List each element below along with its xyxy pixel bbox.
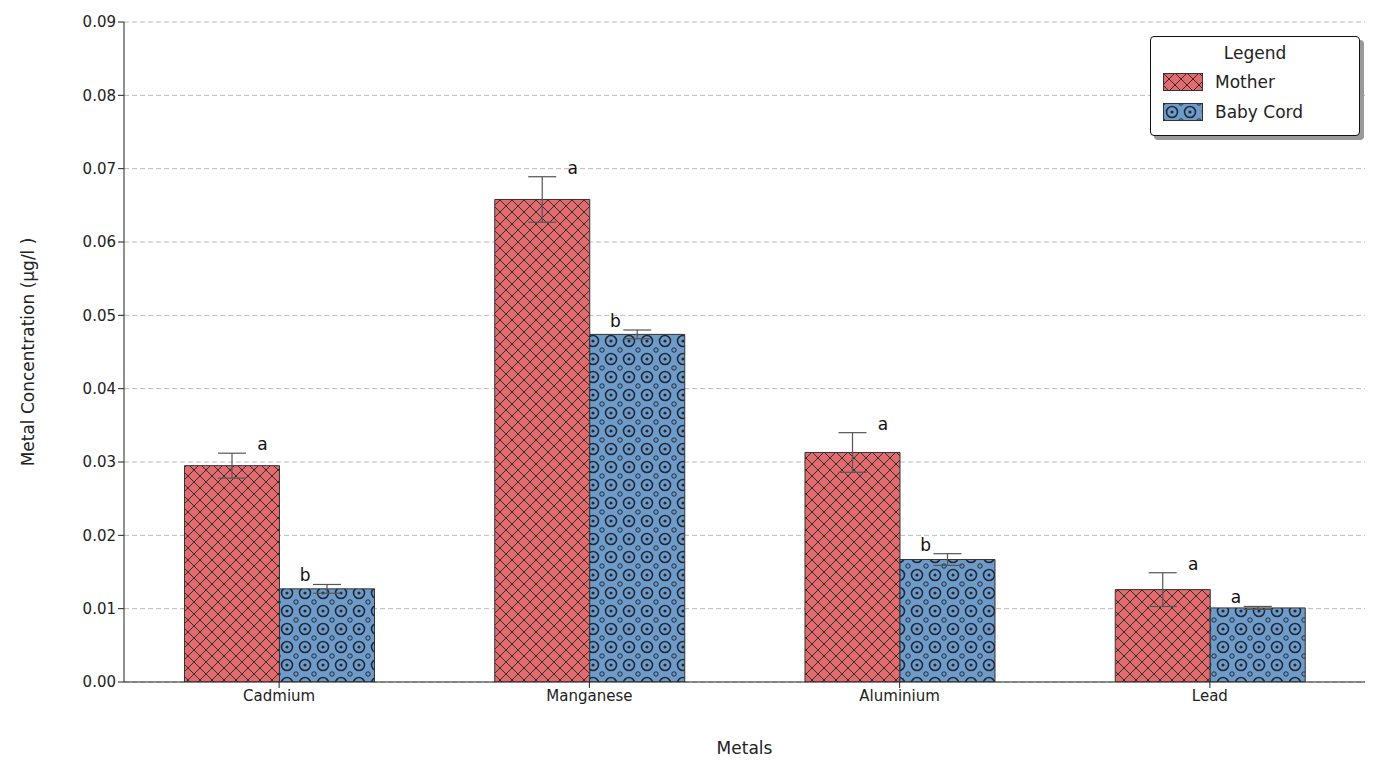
svg-text:0.02: 0.02 bbox=[83, 527, 116, 545]
svg-text:0.06: 0.06 bbox=[83, 233, 116, 251]
svg-text:b: b bbox=[920, 535, 931, 555]
svg-text:Manganese: Manganese bbox=[546, 687, 632, 705]
svg-text:0.08: 0.08 bbox=[83, 87, 116, 105]
svg-text:b: b bbox=[300, 565, 311, 585]
svg-text:Cadmium: Cadmium bbox=[243, 687, 315, 705]
svg-text:0.04: 0.04 bbox=[83, 380, 116, 398]
svg-text:a: a bbox=[1231, 587, 1241, 607]
svg-text:a: a bbox=[257, 434, 267, 454]
svg-text:Aluminium: Aluminium bbox=[859, 687, 940, 705]
svg-text:0.01: 0.01 bbox=[83, 600, 116, 618]
svg-text:Lead: Lead bbox=[1192, 687, 1228, 705]
svg-text:0.07: 0.07 bbox=[83, 160, 116, 178]
svg-text:0.05: 0.05 bbox=[83, 307, 116, 325]
svg-text:0.03: 0.03 bbox=[83, 453, 116, 471]
html-text:Baby Cord: Baby Cord bbox=[1215, 102, 1304, 122]
svg-text:0.09: 0.09 bbox=[83, 13, 116, 31]
svg-text:a: a bbox=[1188, 554, 1198, 574]
html-text:Legend: Legend bbox=[1223, 43, 1287, 63]
svg-text:a: a bbox=[878, 414, 888, 434]
svg-text:Metals: Metals bbox=[717, 738, 773, 758]
svg-text:0.00: 0.00 bbox=[83, 673, 116, 691]
svg-text:Metal Concentration (μg/l ): Metal Concentration (μg/l ) bbox=[18, 238, 38, 467]
svg-text:b: b bbox=[610, 311, 621, 331]
svg-text:a: a bbox=[567, 158, 577, 178]
html-text:Mother: Mother bbox=[1215, 72, 1275, 92]
